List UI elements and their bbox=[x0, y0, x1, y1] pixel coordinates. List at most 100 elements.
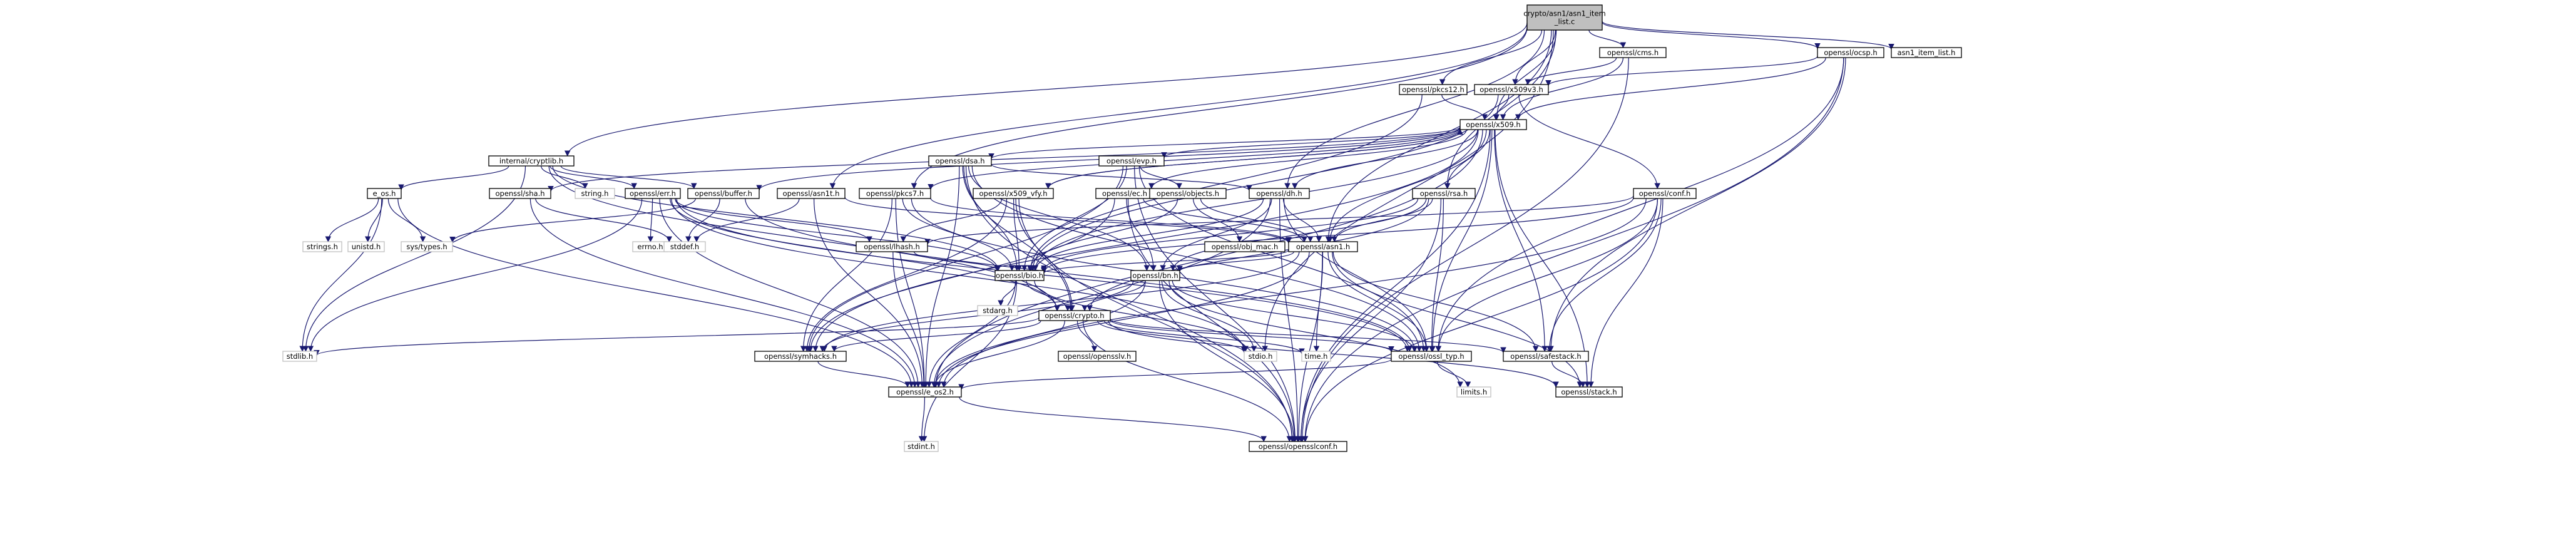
edge-ec-to-asn1 bbox=[1143, 198, 1307, 242]
edge-root-to-x509v3 bbox=[1512, 29, 1556, 85]
node-asn1t[interactable]: openssl/asn1t.h bbox=[777, 188, 846, 199]
node-safestack[interactable]: openssl/safestack.h bbox=[1503, 351, 1589, 362]
node-itemlist[interactable]: asn1_item_list.h bbox=[1891, 47, 1962, 58]
node-label: stddef.h bbox=[670, 242, 699, 251]
edge-pkcs7-to-symhacks bbox=[800, 198, 892, 352]
node-err[interactable]: openssl/err.h bbox=[625, 188, 681, 199]
node-bio[interactable]: openssl/bio.h bbox=[994, 270, 1045, 281]
edge-x509-to-pkcs7 bbox=[928, 128, 1461, 190]
node-dh[interactable]: openssl/dh.h bbox=[1249, 188, 1310, 199]
node-label: openssl/opensslconf.h bbox=[1259, 442, 1337, 451]
node-opensslv[interactable]: openssl/opensslv.h bbox=[1058, 351, 1137, 362]
edge-ec-to-bn bbox=[1126, 198, 1157, 271]
edge-cryptlib-to-eos bbox=[398, 165, 509, 190]
node-cryptlib[interactable]: internal/cryptlib.h bbox=[488, 155, 575, 167]
edge-bn-to-ossltyp bbox=[1172, 280, 1418, 352]
node-stdint: stdint.h bbox=[904, 441, 939, 452]
node-label: openssl/pkcs12.h bbox=[1402, 85, 1464, 94]
edge-x509-to-safestack bbox=[1494, 129, 1548, 352]
node-crypto[interactable]: openssl/crypto.h bbox=[1038, 310, 1111, 321]
node-box bbox=[1503, 351, 1589, 362]
edge-asn1-to-safestack bbox=[1332, 251, 1539, 352]
edge-dh-to-bio bbox=[1032, 198, 1264, 271]
edge-root-to-itemlist bbox=[1602, 21, 1894, 50]
edge-sha-to-stddef bbox=[535, 198, 672, 242]
node-evp[interactable]: openssl/evp.h bbox=[1098, 155, 1165, 167]
node-eos2[interactable]: openssl/e_os2.h bbox=[888, 386, 962, 398]
node-box bbox=[1599, 47, 1667, 58]
edge-bn-to-limits bbox=[1168, 280, 1463, 388]
node-symhacks[interactable]: openssl/symhacks.h bbox=[754, 351, 847, 362]
edge-x509-to-bio bbox=[1032, 129, 1478, 271]
edge-safestack-to-stack bbox=[1551, 361, 1587, 388]
edge-x509vfy-to-lhash bbox=[900, 198, 1003, 242]
edge-bio-to-stdarg bbox=[998, 280, 1017, 306]
node-conf[interactable]: openssl/conf.h bbox=[1633, 188, 1697, 199]
node-label: openssl/sha.h bbox=[495, 189, 544, 198]
edge-asn1-to-eos2 bbox=[936, 251, 1310, 388]
node-box bbox=[1130, 270, 1180, 281]
node-opensslconf[interactable]: openssl/opensslconf.h bbox=[1249, 441, 1347, 452]
node-cms[interactable]: openssl/cms.h bbox=[1599, 47, 1667, 58]
node-box bbox=[1456, 386, 1491, 398]
edge-x509-to-opensslconf bbox=[1298, 129, 1491, 442]
edge-asn1-to-bio bbox=[1041, 249, 1289, 274]
edge-eos2-to-opensslconf bbox=[959, 396, 1267, 442]
node-x509v3[interactable]: openssl/x509v3.h bbox=[1474, 84, 1549, 95]
edge-bn-to-crypto bbox=[1081, 280, 1146, 311]
node-stack[interactable]: openssl/stack.h bbox=[1555, 386, 1623, 398]
node-label: stdio.h bbox=[1249, 352, 1273, 361]
edge-x509vfy-to-symhacks bbox=[804, 198, 1008, 352]
edge-ocsp-to-x509v3 bbox=[1545, 56, 1818, 86]
edge-root-to-cms bbox=[1588, 29, 1627, 48]
node-box bbox=[488, 155, 575, 167]
node-root[interactable]: crypto/asn1/asn1_item_list.c bbox=[1523, 4, 1606, 31]
node-objects[interactable]: openssl/objects.h bbox=[1149, 188, 1227, 199]
node-x509[interactable]: openssl/x509.h bbox=[1459, 119, 1527, 130]
node-label: openssl/conf.h bbox=[1639, 189, 1691, 198]
node-box bbox=[302, 241, 342, 252]
node-errno: errno.h bbox=[632, 241, 668, 252]
node-pkcs7[interactable]: openssl/pkcs7.h bbox=[859, 188, 931, 199]
node-asn1[interactable]: openssl/asn1.h bbox=[1288, 241, 1358, 252]
edge-x509vfy-to-opensslconf bbox=[1018, 198, 1296, 442]
edge-x509-to-ec bbox=[1148, 129, 1467, 189]
edge-pkcs12-to-x509 bbox=[1441, 94, 1488, 120]
node-label: openssl/asn1.h bbox=[1296, 242, 1350, 251]
node-bn[interactable]: openssl/bn.h bbox=[1130, 270, 1180, 281]
node-label: errno.h bbox=[637, 242, 663, 251]
node-rsa[interactable]: openssl/rsa.h bbox=[1412, 188, 1476, 199]
edge-x509-to-sha bbox=[548, 126, 1461, 192]
node-label: openssl/err.h bbox=[630, 189, 676, 198]
node-pkcs12[interactable]: openssl/pkcs12.h bbox=[1399, 84, 1468, 95]
node-buffer[interactable]: openssl/buffer.h bbox=[687, 188, 760, 199]
node-string: string.h bbox=[575, 188, 615, 199]
node-box bbox=[1817, 47, 1884, 58]
node-lhash[interactable]: openssl/lhash.h bbox=[856, 241, 928, 252]
node-eos[interactable]: e_os.h bbox=[367, 188, 402, 199]
node-label: crypto/asn1/asn1_item bbox=[1523, 9, 1605, 18]
node-label: openssl/ec.h bbox=[1102, 189, 1147, 198]
node-box bbox=[1058, 351, 1137, 362]
node-ossltyp[interactable]: openssl/ossl_typ.h bbox=[1391, 351, 1472, 362]
node-x509vfy[interactable]: openssl/x509_vfy.h bbox=[973, 188, 1054, 199]
node-ec[interactable]: openssl/ec.h bbox=[1095, 188, 1154, 199]
edge-asn1-to-ossltyp bbox=[1327, 251, 1429, 352]
node-label: stdlib.h bbox=[287, 352, 313, 361]
edge-root-to-cryptlib bbox=[565, 23, 1528, 157]
edge-root-to-x509 bbox=[1493, 29, 1557, 120]
node-ocsp[interactable]: openssl/ocsp.h bbox=[1817, 47, 1884, 58]
edge-dh-to-bn bbox=[1160, 198, 1272, 271]
node-box bbox=[777, 188, 846, 199]
node-objmac[interactable]: openssl/obj_mac.h bbox=[1204, 241, 1285, 252]
node-box bbox=[1038, 310, 1111, 321]
edge-ossltyp-to-limits bbox=[1436, 361, 1471, 388]
edge-ocsp-to-x509 bbox=[1515, 57, 1826, 120]
node-sha[interactable]: openssl/sha.h bbox=[489, 188, 551, 199]
node-box bbox=[1526, 4, 1603, 31]
node-dsa[interactable]: openssl/dsa.h bbox=[928, 155, 992, 167]
node-label: openssl/crypto.h bbox=[1045, 311, 1104, 320]
node-label: sys/types.h bbox=[406, 242, 447, 251]
node-box bbox=[1891, 47, 1962, 58]
edge-sha-to-eos2 bbox=[529, 198, 918, 388]
